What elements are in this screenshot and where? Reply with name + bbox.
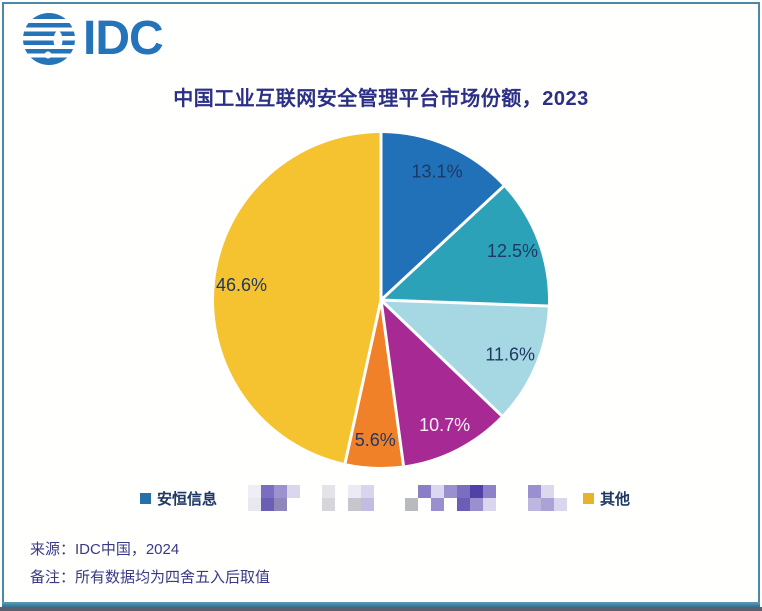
legend-item-安恒信息: 安恒信息 — [140, 483, 217, 513]
source-text: 来源：IDC中国，2024 — [30, 541, 180, 558]
pie-label-46.6%: 46.6% — [216, 275, 267, 295]
censored-mosaic — [405, 485, 496, 511]
slice-separator — [380, 298, 548, 308]
idc-globe-icon — [20, 13, 78, 65]
pie-label-12.5%: 12.5% — [487, 241, 538, 261]
slice-separator — [379, 299, 405, 466]
pie-label-10.7%: 10.7% — [419, 415, 470, 435]
footer: 来源：IDC中国，2024 备注：所有数据均为四舍五入后取值 — [30, 536, 270, 592]
legend: 安恒信息 其他 — [0, 483, 762, 513]
card-bottom-edge — [0, 607, 762, 611]
legend-marker — [140, 492, 151, 504]
legend-item-censored-2 — [322, 483, 374, 513]
note-text: 备注：所有数据均为四舍五入后取值 — [30, 569, 271, 586]
legend-marker — [583, 492, 594, 504]
legend-item-censored-3 — [405, 483, 496, 513]
legend-item-其他: 其他 — [583, 483, 630, 513]
legend-label: 其他 — [600, 490, 631, 508]
censored-mosaic — [322, 485, 374, 511]
censored-mosaic — [248, 485, 300, 511]
idc-logo: IDC — [20, 10, 164, 68]
idc-logo-text: IDC — [83, 12, 164, 65]
pie-slice-其他 — [214, 133, 381, 464]
legend-label: 安恒信息 — [157, 490, 218, 508]
pie-slice-censored-3 — [381, 300, 548, 416]
legend-item-censored-4 — [528, 483, 567, 513]
pie-label-11.6%: 11.6% — [485, 345, 535, 365]
pie-label-13.1%: 13.1% — [412, 161, 463, 181]
pie-label-5.6%: 5.6% — [355, 430, 396, 450]
pie-slice-安恒信息 — [381, 133, 504, 300]
pie-slice-censored-2 — [381, 186, 548, 307]
legend-item-censored-1 — [248, 483, 300, 513]
slice-separator — [379, 185, 505, 302]
slice-separator — [379, 298, 503, 417]
chart-title: 中国工业互联网安全管理平台市场份额，2023 — [173, 88, 589, 110]
pie-slice-censored-4 — [381, 300, 502, 466]
censored-mosaic — [528, 485, 567, 511]
pie-slice-censored-5 — [345, 300, 404, 467]
card-bottom-accent — [2, 602, 760, 607]
slice-separator — [343, 299, 383, 464]
